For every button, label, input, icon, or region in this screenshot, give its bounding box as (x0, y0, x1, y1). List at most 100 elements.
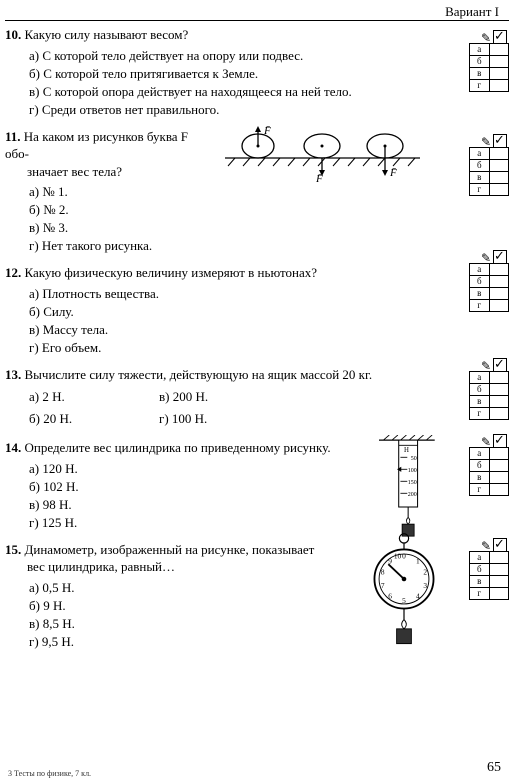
question-11: 11. На каком из рисунков буква F обо- зн… (5, 128, 455, 255)
answer-grid[interactable]: а б в г (469, 147, 509, 196)
label-a: а (470, 264, 490, 276)
q12-num: 12. (5, 265, 21, 280)
label-v: в (470, 172, 490, 184)
figure-q11: F̄ F̄ F̄ (220, 124, 430, 184)
svg-text:10: 10 (394, 552, 402, 561)
pencil-icon: ✎ (481, 539, 491, 553)
cell[interactable] (489, 460, 509, 472)
label-a: а (470, 372, 490, 384)
answer-box-13: ✎ а б в г (457, 356, 509, 420)
svg-text:2: 2 (423, 567, 427, 576)
page-number: 65 (487, 760, 501, 776)
q10-options: а) С которой тело действует на опору или… (29, 48, 455, 118)
label-g: г (470, 484, 490, 496)
check-icon (493, 538, 507, 552)
header-rule (5, 20, 509, 21)
cell[interactable] (489, 56, 509, 68)
svg-text:7: 7 (381, 581, 385, 590)
answer-grid[interactable]: а б в г (469, 447, 509, 496)
cell[interactable] (489, 44, 509, 56)
cell[interactable] (489, 264, 509, 276)
pencil-icon: ✎ (481, 251, 491, 265)
svg-text:1: 1 (416, 556, 420, 565)
cell[interactable] (489, 472, 509, 484)
svg-text:5: 5 (402, 596, 406, 605)
q13-text: Вычислите силу тяжести, действующую на я… (25, 367, 373, 382)
cell[interactable] (489, 384, 509, 396)
cell[interactable] (489, 448, 509, 460)
svg-text:6: 6 (388, 591, 392, 600)
label-a: а (470, 552, 490, 564)
svg-text:50: 50 (411, 456, 417, 462)
cell[interactable] (489, 396, 509, 408)
content-column: 10. Какую силу называют весом? а) С кото… (5, 26, 455, 661)
svg-text:F̄: F̄ (263, 125, 271, 137)
question-10: 10. Какую силу называют весом? а) С кото… (5, 26, 455, 118)
svg-text:200: 200 (408, 492, 417, 498)
q12-opt-a: а) Плотность вещества. (29, 286, 455, 302)
q11-text2: значает вес тела? (27, 164, 122, 179)
cell[interactable] (489, 564, 509, 576)
svg-text:3: 3 (423, 581, 427, 590)
answer-sidebar: ✎ а б в г ✎ а б в г ✎ а б в г (457, 28, 509, 602)
cell[interactable] (489, 68, 509, 80)
check-icon (493, 30, 507, 44)
q13-opt-g: г) 100 Н. (159, 411, 207, 427)
answer-grid[interactable]: а б в г (469, 263, 509, 312)
cell[interactable] (489, 552, 509, 564)
answer-box-12: ✎ а б в г (457, 248, 509, 312)
cell[interactable] (489, 148, 509, 160)
q13-opt-v: в) 200 Н. (159, 389, 208, 405)
svg-text:100: 100 (408, 468, 417, 474)
answer-box-11: ✎ а б в г (457, 132, 509, 196)
svg-text:4: 4 (416, 591, 420, 600)
label-a: а (470, 448, 490, 460)
cell[interactable] (489, 484, 509, 496)
label-g: г (470, 408, 490, 420)
q10-num: 10. (5, 27, 21, 42)
q10-opt-g: г) Среди ответов нет правильного. (29, 102, 455, 118)
answer-grid[interactable]: а б в г (469, 551, 509, 600)
q13-num: 13. (5, 367, 21, 382)
check-icon (493, 134, 507, 148)
q10-text: Какую силу называют весом? (25, 27, 189, 42)
cell[interactable] (489, 588, 509, 600)
pencil-icon: ✎ (481, 359, 491, 373)
label-b: б (470, 564, 490, 576)
label-v: в (470, 576, 490, 588)
label-b: б (470, 56, 490, 68)
q12-options: а) Плотность вещества. б) Силу. в) Массу… (29, 286, 455, 356)
q12-text: Какую физическую величину измеряют в нью… (25, 265, 318, 280)
page: Вариант I 10. Какую силу называют весом?… (0, 0, 521, 784)
q11-text1: На каком из рисунков буква F обо- (5, 129, 188, 162)
answer-box-10: ✎ а б в г (457, 28, 509, 92)
cell[interactable] (489, 172, 509, 184)
cell[interactable] (489, 184, 509, 196)
q11-opt-b: б) № 2. (29, 202, 455, 218)
q12-opt-g: г) Его объем. (29, 340, 455, 356)
label-v: в (470, 472, 490, 484)
q13-opt-b: б) 20 Н. (29, 411, 159, 427)
question-14: 14. Определите вес цилиндрика по приведе… (5, 439, 455, 531)
question-13: 13. Вычислите силу тяжести, действующую … (5, 366, 455, 430)
q11-options: а) № 1. б) № 2. в) № 3. г) Нет такого ри… (29, 184, 455, 254)
cell[interactable] (489, 80, 509, 92)
pencil-icon: ✎ (481, 31, 491, 45)
check-icon (493, 358, 507, 372)
cell[interactable] (489, 288, 509, 300)
footer-text: 3 Тесты по физике, 7 кл. (8, 769, 91, 778)
cell[interactable] (489, 408, 509, 420)
cell[interactable] (489, 300, 509, 312)
q11-opt-v: в) № 3. (29, 220, 455, 236)
answer-grid[interactable]: а б в г (469, 43, 509, 92)
cell[interactable] (489, 576, 509, 588)
check-icon (493, 250, 507, 264)
cell[interactable] (489, 372, 509, 384)
q15-text1: Динамометр, изображенный на рисунке, пок… (25, 542, 315, 557)
q13-opt-a: а) 2 Н. (29, 389, 159, 405)
q11-opt-g: г) Нет такого рисунка. (29, 238, 455, 254)
svg-text:150: 150 (408, 480, 417, 486)
answer-grid[interactable]: а б в г (469, 371, 509, 420)
cell[interactable] (489, 160, 509, 172)
cell[interactable] (489, 276, 509, 288)
